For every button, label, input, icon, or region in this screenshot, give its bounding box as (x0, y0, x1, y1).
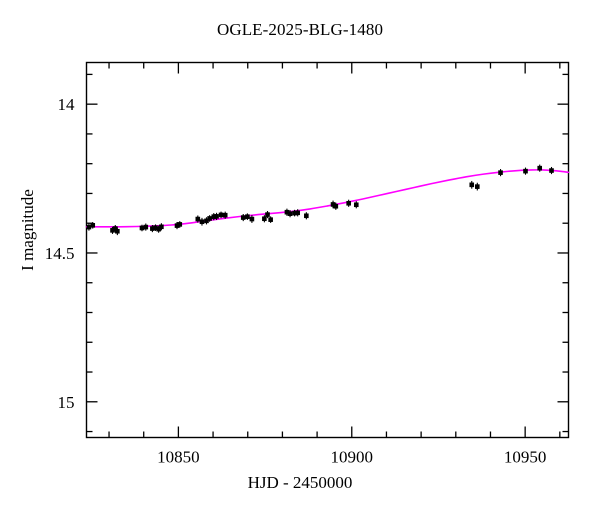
axis-tick-labels: 10850 10900 10950 14 14.5 15 (45, 95, 547, 466)
axes-frame (85, 61, 570, 439)
svg-text:14: 14 (58, 95, 76, 114)
model-curve (85, 169, 570, 228)
svg-text:14.5: 14.5 (45, 244, 75, 263)
svg-text:10950: 10950 (504, 448, 547, 467)
x-axis-label: HJD - 2450000 (247, 473, 353, 492)
svg-text:15: 15 (58, 393, 75, 412)
data-points (86, 164, 554, 236)
svg-text:10850: 10850 (157, 448, 200, 467)
page-title: OGLE-2025-BLG-1480 (216, 20, 384, 39)
axis-ticks (86, 62, 569, 438)
svg-text:10900: 10900 (331, 448, 374, 467)
